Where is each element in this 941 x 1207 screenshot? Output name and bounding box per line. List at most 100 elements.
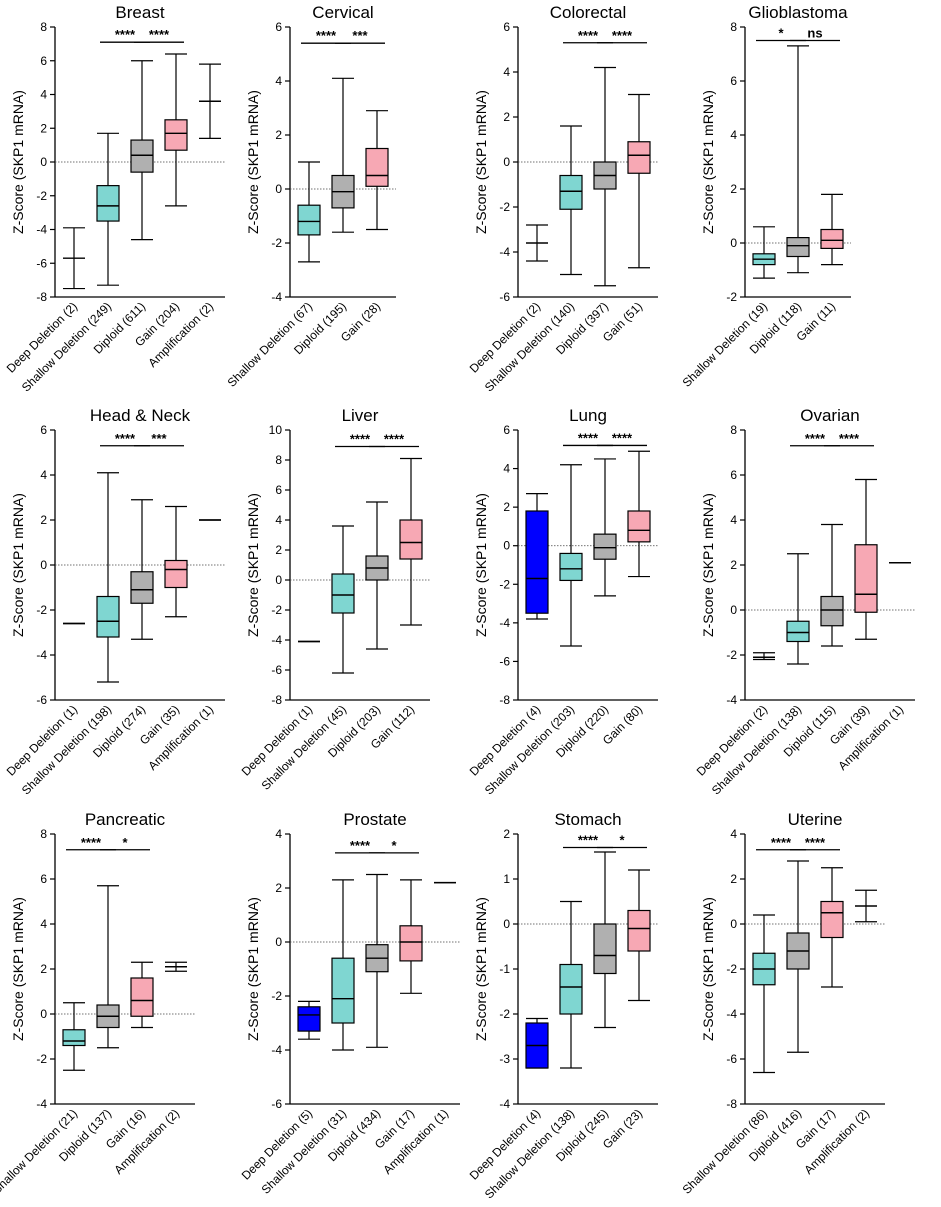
- significance-bracket: ****: [335, 838, 385, 854]
- y-tick-label: 2: [730, 872, 737, 886]
- panel-title: Prostate: [343, 810, 406, 829]
- iqr-box: [593, 533, 617, 560]
- iqr-box: [164, 559, 188, 589]
- y-tick-label: -1: [499, 962, 510, 976]
- y-tick-label: -6: [726, 1052, 737, 1066]
- y-axis-label: Z-Score (SKP1 mRNA): [700, 493, 716, 637]
- iqr-box: [820, 595, 844, 627]
- y-tick-label: -6: [36, 256, 47, 270]
- box-1: Shallow Deletion (138): [709, 553, 810, 797]
- significance-label: ****: [612, 28, 633, 43]
- panel-title: Glioblastoma: [748, 3, 848, 22]
- y-tick-label: 6: [40, 423, 47, 437]
- iqr-box: [331, 957, 355, 1024]
- y-tick-label: 2: [730, 182, 737, 196]
- significance-label: *: [122, 835, 128, 850]
- significance-label: ****: [578, 833, 599, 848]
- y-tick-label: 6: [503, 423, 510, 437]
- panel-title: Colorectal: [550, 3, 627, 22]
- iqr-box: [627, 141, 651, 174]
- y-tick-label: 4: [503, 65, 510, 79]
- y-tick-label: -4: [499, 245, 510, 259]
- significance-label: ****: [115, 27, 136, 42]
- significance-bracket: *: [369, 838, 419, 854]
- significance-bracket: *: [597, 833, 647, 849]
- significance-label: ****: [805, 835, 826, 850]
- significance-label: ****: [350, 432, 371, 447]
- y-tick-label: 4: [730, 128, 737, 142]
- panel-title: Stomach: [554, 810, 621, 829]
- box-3: Gain (17): [372, 879, 423, 1151]
- y-tick-label: 0: [40, 1007, 47, 1021]
- y-tick-label: 2: [730, 558, 737, 572]
- y-tick-label: 0: [40, 558, 47, 572]
- iqr-box: [525, 510, 549, 614]
- iqr-box: [593, 923, 617, 975]
- y-tick-label: -8: [36, 290, 47, 304]
- significance-bracket: ****: [824, 431, 874, 447]
- y-tick-label: -2: [499, 1007, 510, 1021]
- iqr-box: [399, 925, 423, 962]
- y-tick-label: 8: [730, 423, 737, 437]
- y-tick-label: 0: [40, 155, 47, 169]
- iqr-box: [365, 147, 389, 187]
- iqr-box: [130, 977, 154, 1017]
- y-tick-label: 8: [275, 453, 282, 467]
- significance-bracket: ****: [100, 27, 150, 43]
- y-tick-label: -4: [499, 1097, 510, 1111]
- iqr-box: [96, 595, 120, 638]
- significance-label: ****: [839, 431, 860, 446]
- y-tick-label: -4: [36, 648, 47, 662]
- significance-bracket: ****: [563, 833, 613, 849]
- significance-label: ns: [807, 26, 822, 41]
- y-axis-label: Z-Score (SKP1 mRNA): [473, 897, 489, 1041]
- y-tick-label: 2: [503, 110, 510, 124]
- y-tick-label: 4: [503, 462, 510, 476]
- y-tick-label: -4: [726, 693, 737, 707]
- panel-title: Breast: [115, 3, 164, 22]
- box-3: Gain (23): [600, 869, 651, 1151]
- y-axis-label: Z-Score (SKP1 mRNA): [10, 90, 26, 234]
- panel-title: Pancreatic: [85, 810, 166, 829]
- y-axis-label: Z-Score (SKP1 mRNA): [245, 90, 261, 234]
- iqr-box: [786, 620, 810, 643]
- iqr-box: [297, 1006, 321, 1032]
- iqr-box: [62, 1029, 86, 1047]
- panel-glioblastoma: Glioblastoma Z-Score (SKP1 mRNA) -2 0 2 4 6 8 Sh…: [680, 3, 851, 390]
- iqr-box: [627, 510, 651, 543]
- y-tick-label: 6: [40, 54, 47, 68]
- iqr-box: [164, 119, 188, 151]
- y-tick-label: 4: [275, 74, 282, 88]
- y-tick-label: -2: [271, 989, 282, 1003]
- y-tick-label: -2: [271, 236, 282, 250]
- iqr-box: [559, 552, 583, 582]
- panel-ovarian: Ovarian Z-Score (SKP1 mRNA) -4 -2 0 2 4 6 8 Deep …: [694, 406, 915, 797]
- y-tick-label: 2: [275, 128, 282, 142]
- box-2: Gain (17): [793, 867, 844, 1151]
- iqr-box: [331, 573, 355, 614]
- significance-bracket: *: [100, 835, 150, 851]
- y-tick-label: 0: [275, 935, 282, 949]
- y-tick-label: -6: [499, 290, 510, 304]
- y-tick-label: 6: [730, 468, 737, 482]
- y-axis-label: Z-Score (SKP1 mRNA): [10, 897, 26, 1041]
- y-tick-label: -4: [271, 1043, 282, 1057]
- significance-label: *: [778, 26, 784, 41]
- iqr-box: [559, 963, 583, 1015]
- y-tick-label: 0: [275, 182, 282, 196]
- y-tick-label: 10: [269, 423, 283, 437]
- significance-bracket: ***: [335, 28, 385, 44]
- panel-cervical: Cervical Z-Score (SKP1 mRNA) -4 -2 0 2 4 6 Shall…: [225, 3, 396, 390]
- y-tick-label: 0: [730, 236, 737, 250]
- y-tick-label: 4: [275, 513, 282, 527]
- y-tick-label: -2: [726, 648, 737, 662]
- significance-bracket: ****: [563, 430, 613, 447]
- significance-label: ***: [151, 431, 167, 446]
- significance-bracket: ****: [66, 835, 116, 851]
- significance-bracket: ***: [134, 431, 184, 447]
- panel-head-neck: Head & Neck Z-Score (SKP1 mRNA) -6 -4 -2 0 2 4 6…: [4, 406, 225, 797]
